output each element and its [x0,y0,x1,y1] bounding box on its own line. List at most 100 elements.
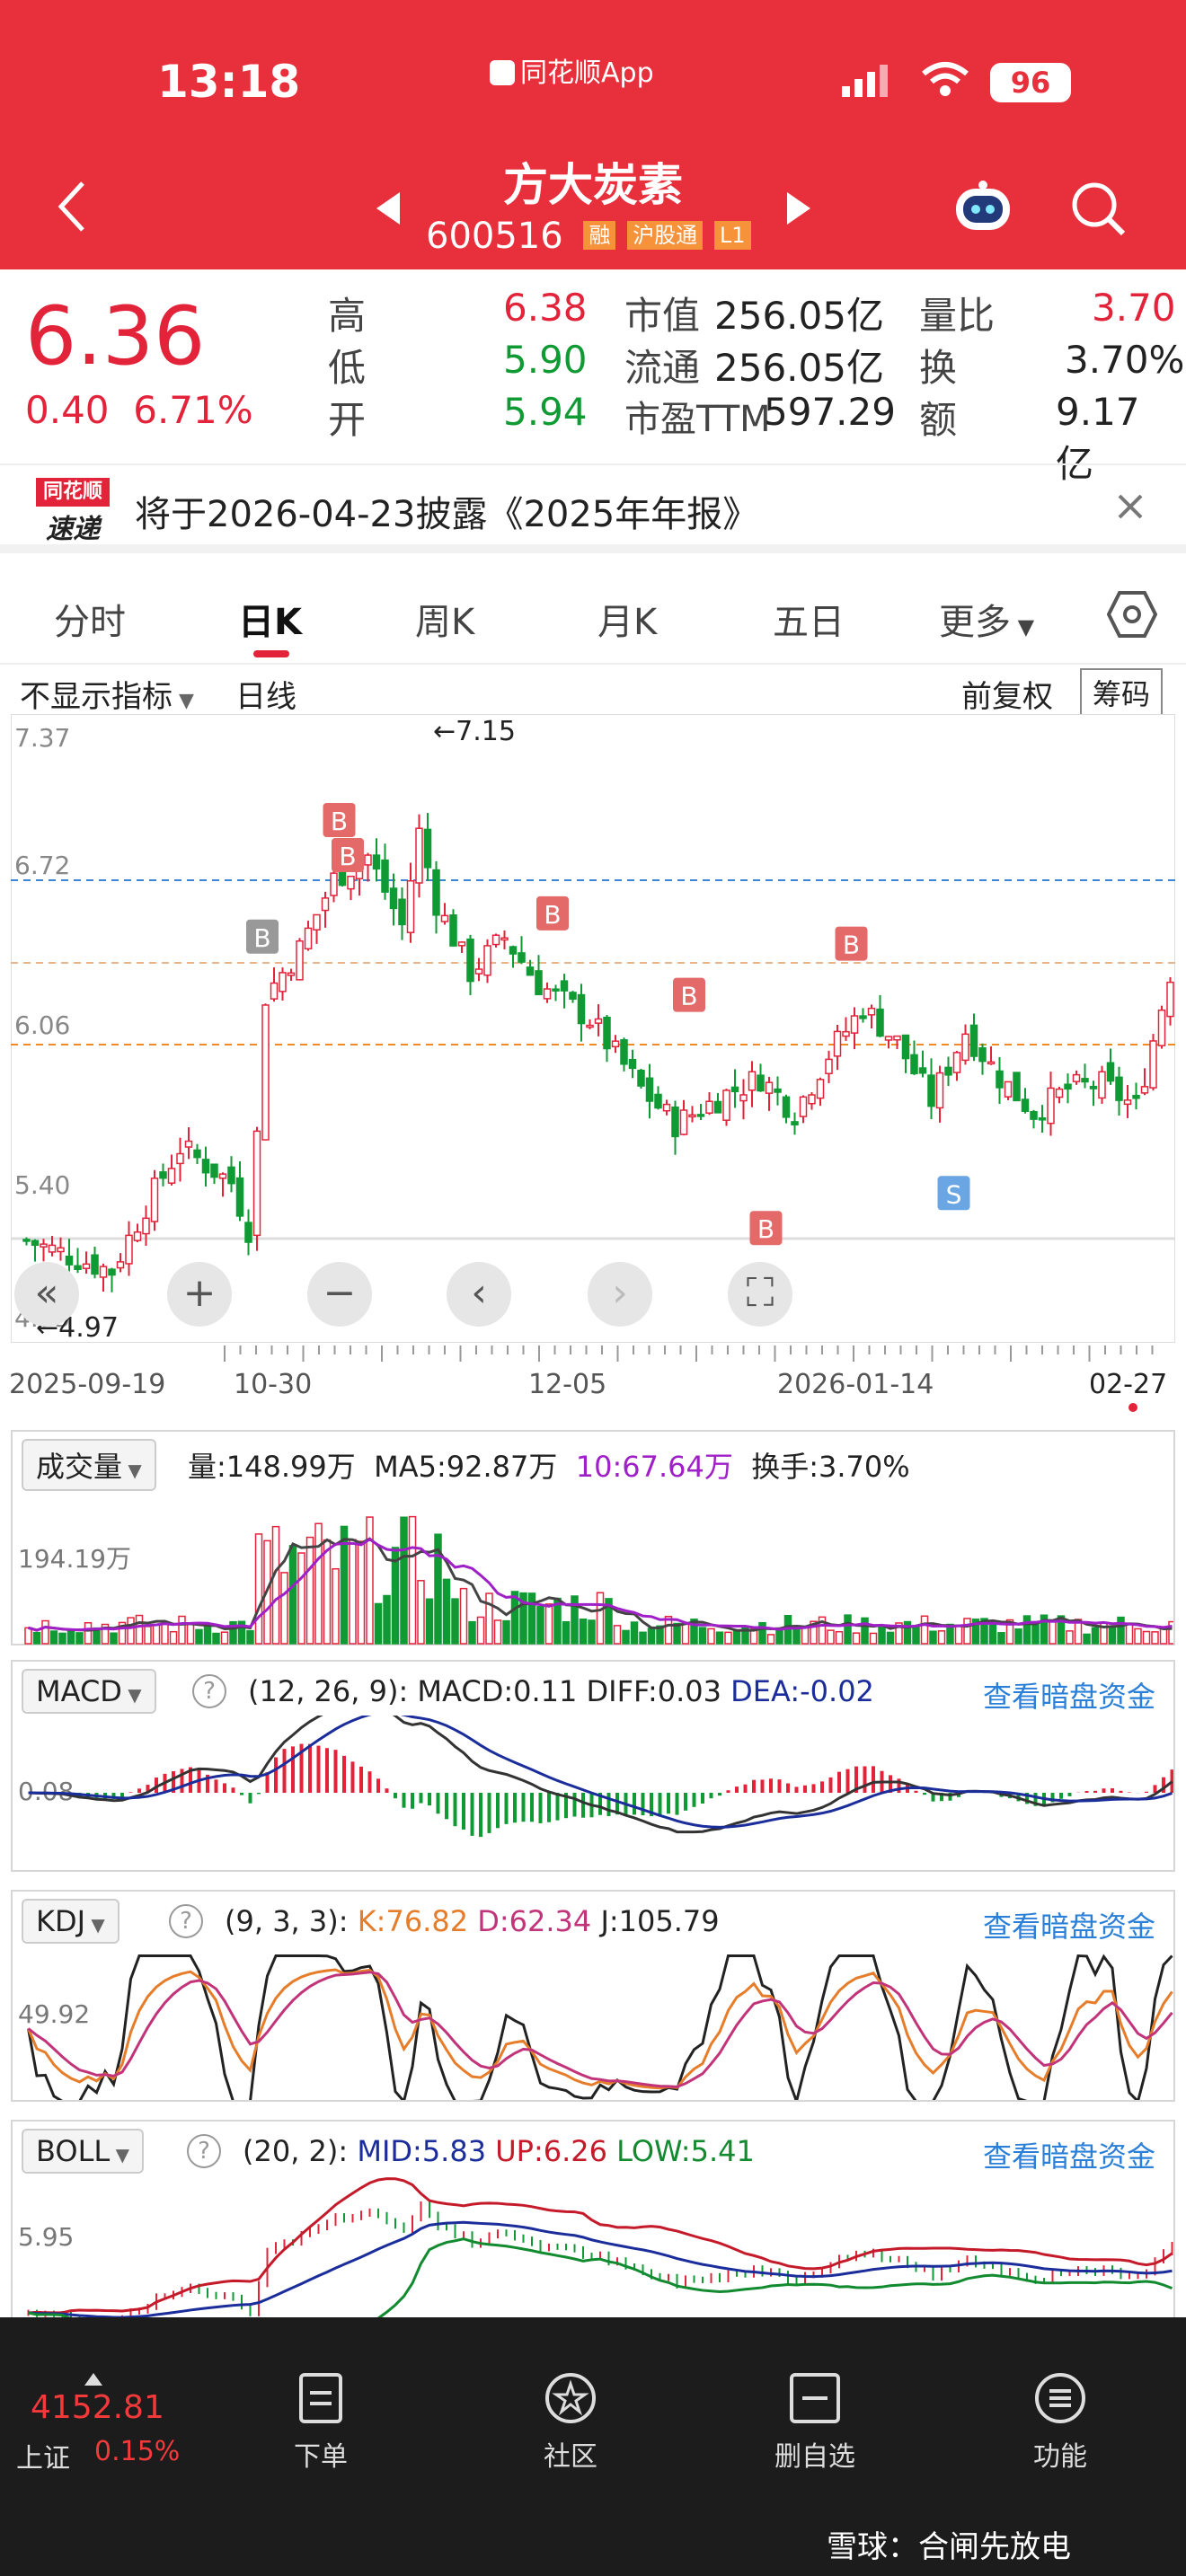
volume-bar [724,1631,732,1645]
scroll-left-button[interactable]: ‹ [447,1262,511,1327]
news-banner[interactable]: 同花顺 速递 将于2026-04-23披露《2025年年报》 [0,463,1186,553]
tab-weekly-k[interactable]: 周K [415,602,475,643]
function-button[interactable]: 功能 [993,2371,1128,2474]
volume-bar [775,1629,783,1645]
volume-bar [502,1619,510,1645]
volume-bar [844,1614,852,1645]
macd-y-tick: 0.08 [18,1777,75,1806]
y-tick-0: 7.37 [14,723,71,753]
candle-body [287,972,296,976]
volume-bar [127,1617,135,1645]
indicator-dropdown[interactable]: 不显示指标 ▼ [20,679,194,715]
volume-bar [664,1615,673,1645]
volume-bar [118,1621,127,1645]
candle-body [901,1034,910,1060]
candle-body [679,1109,688,1135]
zoom-in-button[interactable]: + [167,1262,232,1327]
order-doc-icon [299,2373,342,2423]
volume-bar [280,1572,288,1645]
candle-body [996,1070,1004,1089]
tab-five-day[interactable]: 五日 [773,602,845,643]
candle-body [74,1265,82,1270]
candle-body [1149,1040,1157,1089]
candle-body [389,887,398,910]
volume-bar [613,1625,622,1645]
candle-body [1072,1073,1081,1082]
help-icon[interactable]: ? [192,1674,226,1708]
search-icon[interactable] [1069,180,1127,241]
candle-body [628,1058,637,1070]
candle-body [252,1130,261,1237]
dark-pool-link[interactable]: 查看暗盘资金 [983,1910,1156,1944]
index-up-arrow-icon [84,2373,102,2386]
help-icon[interactable]: ? [169,1904,203,1938]
tab-monthly-k[interactable]: 月K [597,602,658,643]
settings-hex-icon[interactable] [1106,589,1158,643]
tag-margin: 融 [583,221,616,250]
volume-dropdown[interactable]: 成交量 ▼ [22,1439,156,1491]
prev-stock-icon[interactable] [373,190,403,230]
boll-dropdown[interactable]: BOLL ▼ [22,2129,144,2174]
volume-bar [66,1630,75,1645]
candle-body [518,952,526,963]
volume-bar [766,1634,775,1645]
tab-more[interactable]: 更多 ▼ [939,602,1035,643]
candle-body [279,972,287,992]
help-icon[interactable]: ? [187,2134,221,2168]
volume-bar [647,1628,656,1645]
volume-bar [605,1598,613,1645]
volume-bar [1057,1615,1066,1645]
tab-active-indicator [253,650,289,657]
volume-bar [383,1594,391,1645]
volume-bar [596,1592,605,1645]
volume-bar [715,1631,724,1645]
collapse-left-icon[interactable]: « [14,1262,79,1327]
candle-body [859,1015,867,1019]
index-value[interactable]: 4152.81 [31,2389,164,2426]
dark-pool-link[interactable]: 查看暗盘资金 [983,2139,1156,2174]
dark-pool-link[interactable]: 查看暗盘资金 [983,1680,1156,1714]
volume-bar [792,1627,801,1645]
chips-button[interactable]: 筹码 [1080,668,1164,717]
candle-body [705,1100,713,1114]
macd-svg [28,1716,1173,1838]
candle-body [961,1033,969,1062]
candle-body [466,938,474,983]
scroll-right-button[interactable]: › [588,1262,652,1327]
caret-down-icon: ▼ [110,2144,129,2166]
macd-legend: (12, 26, 9): MACD:0.11 DIFF:0.03 DEA:-0.… [248,1674,874,1708]
candle-body [730,1086,739,1092]
kdj-legend: (9, 3, 3): K:76.82 D:62.34 J:105.79 [225,1904,720,1938]
volume-bar [1168,1620,1173,1645]
next-stock-icon[interactable] [783,190,814,230]
tab-daily-k[interactable]: 日K [238,602,302,643]
candle-body [918,1067,927,1074]
volume-bar [1134,1628,1142,1645]
candle-body [1106,1062,1115,1082]
candle-body [261,1004,270,1141]
robot-assistant-icon[interactable] [951,180,1015,241]
remove-watchlist-button[interactable]: 删自选 [748,2371,882,2474]
candle-body [218,1173,227,1179]
zoom-out-button[interactable]: − [307,1262,372,1327]
close-icon[interactable] [1112,489,1148,528]
back-icon[interactable] [54,180,90,237]
candle-body [142,1217,150,1235]
kdj-dropdown[interactable]: KDJ ▼ [22,1899,119,1944]
candle-body [748,1071,757,1091]
battery-indicator: 96 [990,63,1071,102]
candle-body [491,934,500,946]
community-button[interactable]: 社区 [503,2371,638,2474]
candle-body [457,941,466,947]
adjust-mode[interactable]: 前复权 [961,679,1053,715]
candle-body [1115,1076,1123,1101]
candle-body [1047,1087,1055,1125]
volume-bar [852,1632,861,1645]
tab-intraday[interactable]: 分时 [54,602,126,643]
macd-dropdown[interactable]: MACD ▼ [22,1669,156,1714]
news-text: 将于2026-04-23披露《2025年年报》 [135,494,759,535]
fullscreen-icon[interactable]: ⛶ [728,1262,792,1327]
order-button[interactable]: 下单 [253,2371,388,2474]
volume-bar [195,1628,203,1645]
